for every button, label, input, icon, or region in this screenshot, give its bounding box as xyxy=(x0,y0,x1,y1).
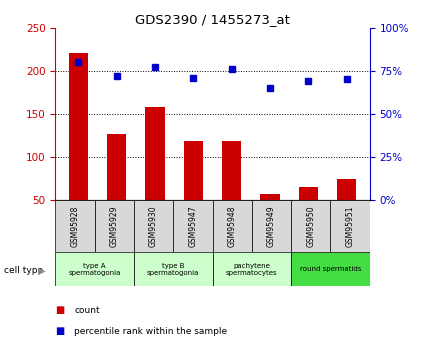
Text: count: count xyxy=(74,306,100,315)
Bar xyxy=(69,53,88,243)
Text: type A
spermatogonia: type A spermatogonia xyxy=(68,263,121,276)
Text: round spermatids: round spermatids xyxy=(300,266,361,272)
Text: cell type: cell type xyxy=(4,266,43,275)
Title: GDS2390 / 1455273_at: GDS2390 / 1455273_at xyxy=(135,13,290,27)
Bar xyxy=(55,200,94,252)
Bar xyxy=(261,194,280,243)
Text: GSM95947: GSM95947 xyxy=(188,205,197,247)
Text: pachytene
spermatocytes: pachytene spermatocytes xyxy=(226,263,278,276)
Text: GSM95951: GSM95951 xyxy=(346,205,354,247)
Bar xyxy=(173,200,212,252)
Bar xyxy=(145,107,164,243)
Text: GSM95948: GSM95948 xyxy=(228,205,237,247)
Bar xyxy=(184,141,203,243)
Bar xyxy=(291,252,370,286)
Bar xyxy=(337,179,356,243)
Text: ■: ■ xyxy=(55,306,65,315)
Bar xyxy=(107,134,126,243)
Text: type B
spermatogonia: type B spermatogonia xyxy=(147,263,199,276)
Bar xyxy=(252,200,291,252)
Bar xyxy=(212,252,291,286)
Bar xyxy=(134,200,173,252)
Text: GSM95929: GSM95929 xyxy=(110,205,119,247)
Text: GSM95928: GSM95928 xyxy=(71,205,79,247)
Bar xyxy=(291,200,331,252)
Bar xyxy=(134,252,212,286)
Text: GSM95930: GSM95930 xyxy=(149,205,158,247)
Bar xyxy=(94,200,134,252)
Bar xyxy=(212,200,252,252)
Bar xyxy=(331,200,370,252)
Text: GSM95950: GSM95950 xyxy=(306,205,315,247)
Text: ■: ■ xyxy=(55,326,65,336)
Text: percentile rank within the sample: percentile rank within the sample xyxy=(74,327,227,336)
Bar xyxy=(299,187,318,243)
Bar xyxy=(222,141,241,243)
Text: ▶: ▶ xyxy=(38,266,46,276)
Bar xyxy=(55,252,134,286)
Text: GSM95949: GSM95949 xyxy=(267,205,276,247)
